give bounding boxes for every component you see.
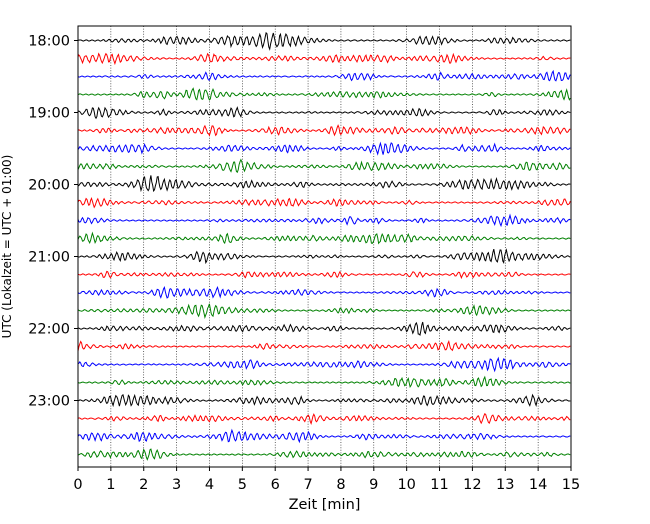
trace-row-16: [77, 303, 571, 319]
trace-row-17: [77, 321, 571, 336]
x-tick-label-7: 7: [303, 477, 312, 493]
y-tick-label-18:00: 18:00: [28, 34, 70, 50]
x-tick-label-6: 6: [271, 477, 280, 493]
x-tick-label-12: 12: [463, 477, 481, 493]
trace-row-5: [77, 106, 571, 120]
trace-row-3: [77, 69, 571, 82]
trace-row-9: [77, 175, 571, 193]
trace-row-10: [77, 197, 571, 209]
x-tick-label-0: 0: [73, 477, 82, 493]
x-tick-label-13: 13: [496, 477, 514, 493]
trace-row-21: [77, 393, 571, 408]
y-tick-label-20:00: 20:00: [28, 178, 70, 194]
trace-row-14: [77, 270, 571, 280]
x-tick-label-8: 8: [336, 477, 345, 493]
trace-row-19: [77, 356, 571, 373]
x-tick-label-11: 11: [430, 477, 448, 493]
trace-row-4: [77, 87, 571, 101]
trace-row-20: [77, 375, 571, 389]
y-axis-title: UTC (Lokalzeit = UTC + 01:00): [0, 155, 14, 339]
trace-row-12: [77, 231, 571, 245]
trace-row-7: [77, 141, 571, 156]
trace-row-23: [77, 428, 571, 444]
y-tick-label-19:00: 19:00: [28, 106, 70, 122]
trace-row-6: [77, 124, 571, 137]
trace-row-15: [77, 285, 571, 299]
x-tick-label-4: 4: [205, 477, 214, 493]
trace-row-22: [77, 412, 571, 425]
grid-layer: [110, 26, 539, 467]
x-tick-label-3: 3: [172, 477, 181, 493]
trace-row-8: [77, 158, 571, 174]
x-tick-label-10: 10: [397, 477, 415, 493]
trace-row-2: [77, 52, 571, 66]
y-tick-label-22:00: 22:00: [28, 322, 70, 338]
trace-layer: [77, 31, 571, 461]
y-tick-label-21:00: 21:00: [28, 250, 70, 266]
x-tick-label-14: 14: [529, 477, 547, 493]
plot-frame: [77, 25, 572, 468]
trace-row-11: [77, 213, 571, 228]
x-tick-label-9: 9: [369, 477, 378, 493]
x-tick-label-5: 5: [238, 477, 247, 493]
trace-row-1: [77, 31, 571, 51]
x-tick-label-1: 1: [106, 477, 115, 493]
x-axis-title: Zeit [min]: [289, 497, 361, 513]
x-tick-label-2: 2: [139, 477, 148, 493]
x-tick-label-15: 15: [562, 477, 580, 493]
trace-row-13: [77, 248, 571, 265]
tick-layer: 0 1 2 3 4 5 6 7 8 9 10 11 12 13 14 1518:0019:0020:0021:…: [28, 34, 580, 494]
trace-row-24: [77, 448, 571, 461]
trace-row-18: [77, 340, 571, 352]
y-tick-label-23:00: 23:00: [28, 394, 70, 410]
